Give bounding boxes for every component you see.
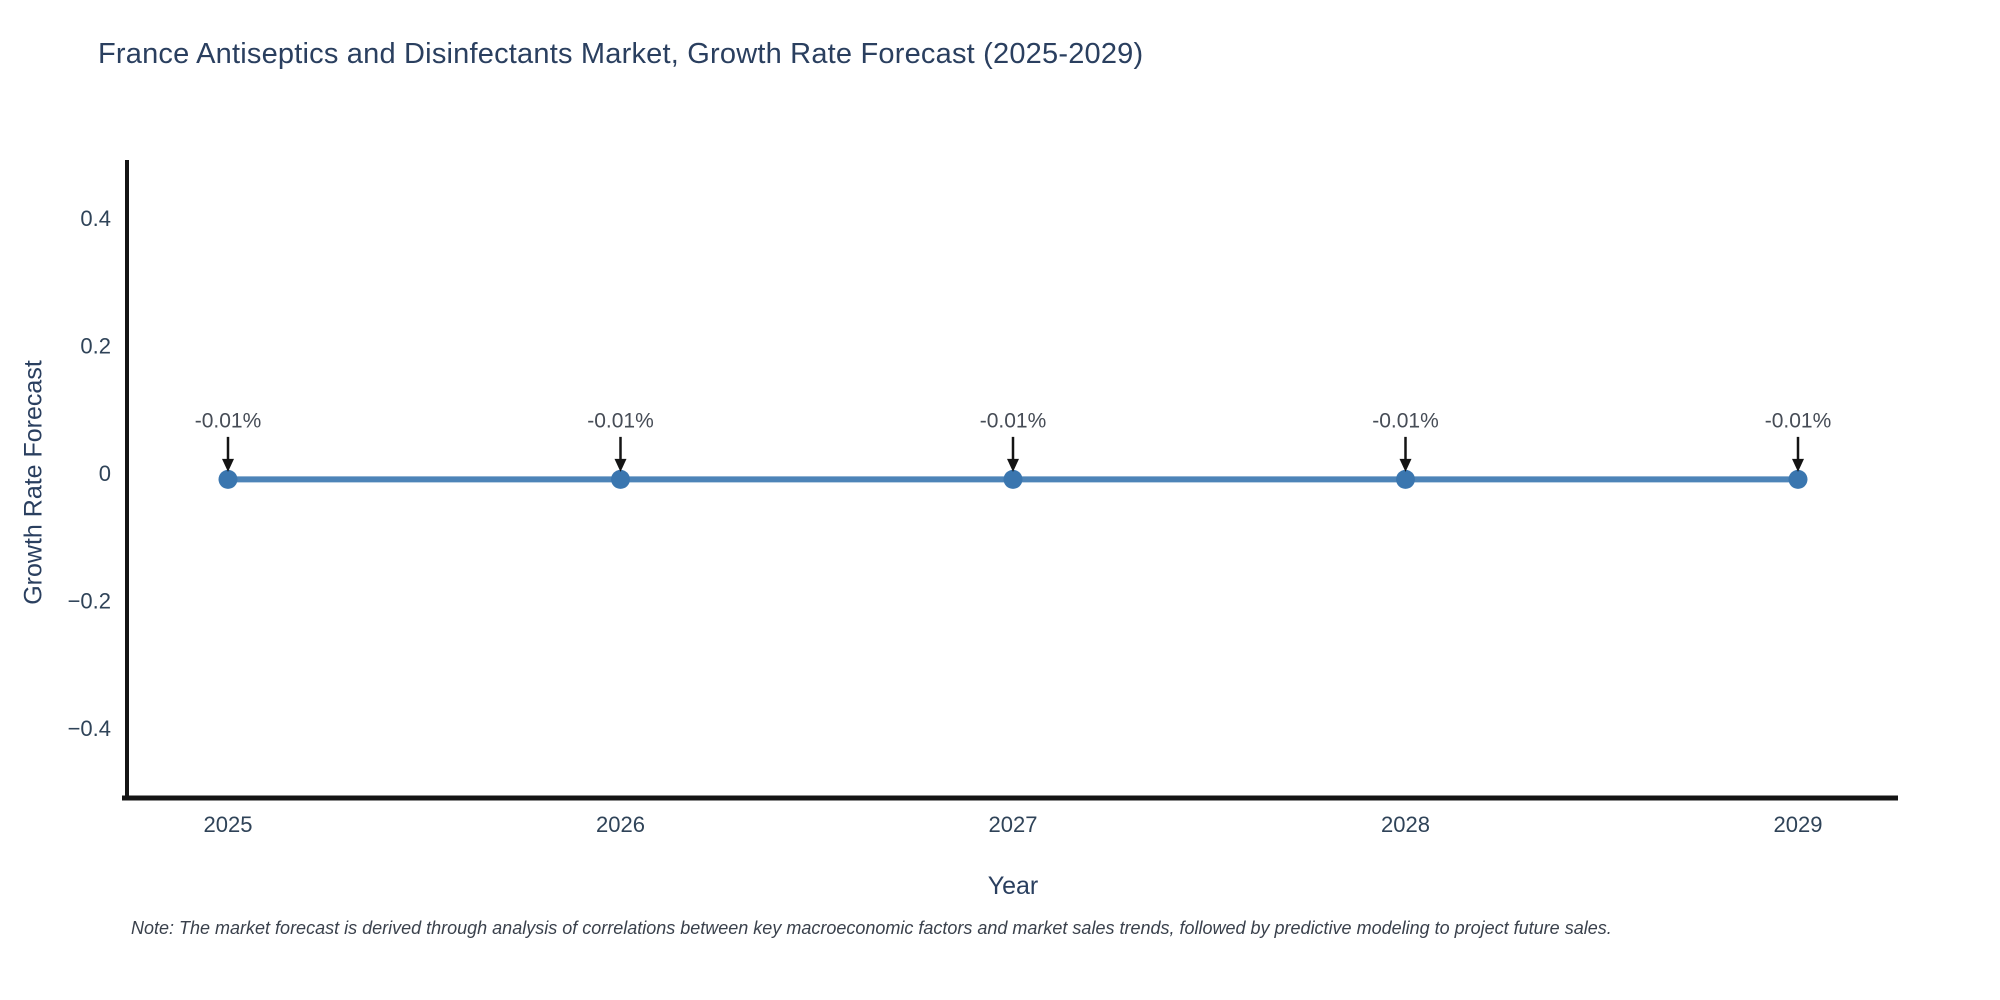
annotation-arrowhead-icon — [1399, 458, 1412, 472]
y-tick-label: 0.2 — [80, 334, 111, 359]
y-tick-label: −0.4 — [68, 716, 111, 741]
y-tick-label: −0.2 — [68, 589, 111, 614]
annotation-arrowhead-icon — [1792, 458, 1804, 472]
chart-title: France Antiseptics and Disinfectants Mar… — [98, 38, 1144, 70]
x-axis-title: Year — [987, 872, 1039, 900]
x-tick-label: 2025 — [204, 812, 253, 837]
x-tick-label: 2029 — [1774, 812, 1823, 837]
annotation-label: -0.01% — [1765, 409, 1832, 432]
annotation-arrowhead-icon — [614, 458, 627, 472]
data-point[interactable] — [611, 469, 630, 489]
annotation-arrowhead-icon — [1007, 458, 1019, 472]
annotation-label: -0.01% — [195, 409, 262, 432]
x-tick-label: 2028 — [1381, 812, 1430, 837]
x-tick-label: 2026 — [596, 812, 645, 837]
y-axis-title: Growth Rate Forecast — [19, 360, 48, 605]
data-point[interactable] — [218, 469, 238, 489]
footnote: Note: The market forecast is derived thr… — [131, 918, 1612, 938]
x-tick-label: 2027 — [989, 812, 1038, 837]
data-point[interactable] — [1788, 469, 1808, 489]
data-point[interactable] — [1396, 469, 1415, 489]
y-tick-label: 0.4 — [80, 206, 111, 231]
annotation-arrowhead-icon — [222, 458, 234, 472]
annotation-label: -0.01% — [980, 409, 1047, 432]
annotation-label: -0.01% — [1372, 409, 1439, 432]
y-tick-label: 0 — [99, 461, 111, 486]
data-point[interactable] — [1003, 469, 1023, 489]
annotation-label: -0.01% — [587, 409, 654, 432]
